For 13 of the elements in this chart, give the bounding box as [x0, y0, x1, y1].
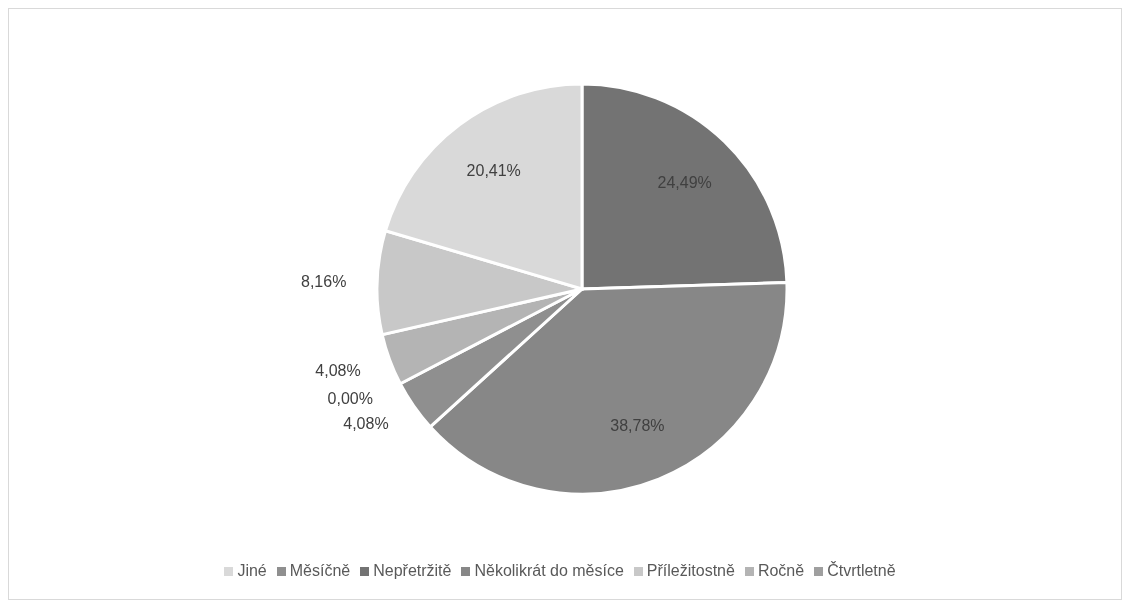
legend-label: Měsíčně: [289, 562, 351, 579]
data-label: 4,08%: [315, 361, 361, 379]
legend-label: Příležitostně: [646, 562, 735, 579]
legend-label: Ročně: [757, 562, 805, 579]
legend-label: Několikrát do měsíce: [474, 562, 624, 579]
legend-label: Nepřetržitě: [373, 562, 452, 579]
legend-label: Čtvrtletně: [827, 562, 896, 579]
data-label: 20,41%: [466, 162, 521, 180]
text: 0,00%: [327, 389, 373, 407]
legend-label: Jiné: [237, 562, 267, 579]
data-label: 38,78%: [610, 417, 665, 435]
data-label: 8,16%: [301, 272, 347, 290]
data-label: 4,08%: [343, 415, 389, 433]
